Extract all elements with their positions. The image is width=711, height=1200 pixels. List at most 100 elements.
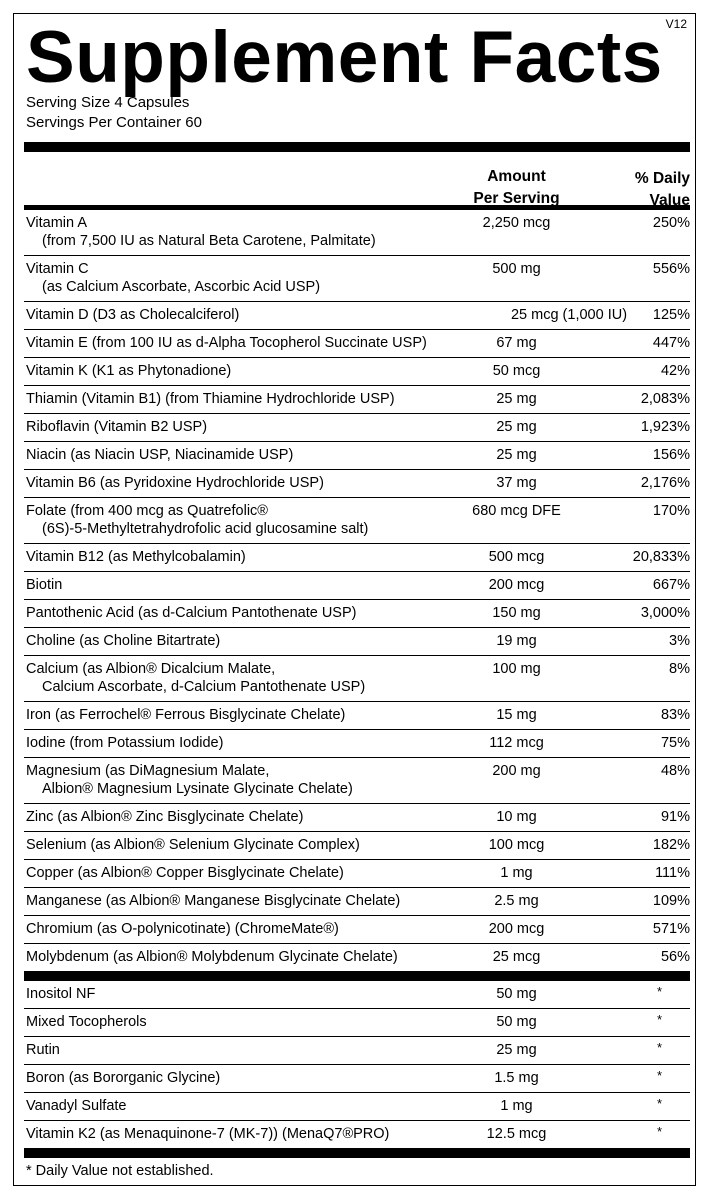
table-row: Vanadyl Sulfate 1 mg * <box>24 1093 690 1121</box>
daily-value: 83% <box>660 707 690 723</box>
header-daily-value: % Daily Value <box>610 168 690 212</box>
daily-value: * <box>656 1040 662 1055</box>
divider-bar <box>24 205 690 210</box>
table-row: Iodine (from Potassium Iodide) 112 mcg 75% <box>24 730 690 758</box>
amount-per-serving: 100 mg <box>492 661 541 677</box>
amount-per-serving: 12.5 mcg <box>486 1126 547 1142</box>
divider-bar <box>24 1148 690 1158</box>
amount-per-serving: 1 mg <box>500 865 533 881</box>
amount-per-serving: 50 mcg <box>492 363 541 379</box>
nutrient-list: Vitamin A (from 7,500 IU as Natural Beta … <box>24 210 690 971</box>
amount-per-serving: 25 mg <box>496 419 537 435</box>
header-amount-line: Amount <box>487 168 546 185</box>
table-row: Thiamin (Vitamin B1) (from Thiamine Hydr… <box>24 386 690 414</box>
daily-value: 56% <box>660 949 690 965</box>
table-row: Vitamin A (from 7,500 IU as Natural Beta … <box>24 210 690 256</box>
table-row: Niacin (as Niacin USP, Niacinamide USP) 2… <box>24 442 690 470</box>
table-row: Vitamin K2 (as Menaquinone-7 (MK-7)) (Me… <box>24 1121 690 1148</box>
daily-value: 8% <box>669 661 690 677</box>
ingredient-name: Niacin (as Niacin USP, Niacinamide USP) <box>26 447 294 463</box>
amount-per-serving: 50 mg <box>496 1014 537 1030</box>
daily-value: 182% <box>652 837 690 853</box>
ingredient-name: Manganese (as Albion® Manganese Bisglyci… <box>26 893 401 909</box>
panel-title: Supplement Facts <box>26 17 663 98</box>
ingredient-name: Iodine (from Potassium Iodide) <box>26 735 224 751</box>
amount-per-serving: 10 mg <box>496 809 537 825</box>
ingredient-source: Albion® Magnesium Lysinate Glycinate Che… <box>42 781 353 797</box>
table-row: Pantothenic Acid (as d-Calcium Pantothen… <box>24 600 690 628</box>
amount-per-serving: 100 mcg <box>488 837 545 853</box>
ingredient-name: Vitamin E (from 100 IU as d-Alpha Tocoph… <box>26 335 427 351</box>
supplement-facts-panel: V12 Supplement Facts Serving Size 4 Caps… <box>13 13 696 1186</box>
table-row: Copper (as Albion® Copper Bisglycinate C… <box>24 860 690 888</box>
table-row: Vitamin B12 (as Methylcobalamin) 500 mcg 2… <box>24 544 690 572</box>
ingredient-name: Calcium (as Albion® Dicalcium Malate, <box>26 661 276 677</box>
table-row: Magnesium (as DiMagnesium Malate, Albion®… <box>24 758 690 804</box>
daily-value: 111% <box>655 865 690 881</box>
daily-value: * <box>656 1012 662 1027</box>
ingredient-name: Vitamin B12 (as Methylcobalamin) <box>26 549 246 565</box>
table-row: Selenium (as Albion® Selenium Glycinate … <box>24 832 690 860</box>
serving-info: Serving Size 4 Capsules Servings Per Con… <box>26 93 202 133</box>
amount-per-serving: 2.5 mg <box>494 893 539 909</box>
table-row: Vitamin B6 (as Pyridoxine Hydrochloride … <box>24 470 690 498</box>
ingredient-source: (as Calcium Ascorbate, Ascorbic Acid USP… <box>42 279 321 295</box>
ingredient-name: Choline (as Choline Bitartrate) <box>26 633 221 649</box>
amount-per-serving: 500 mcg <box>488 549 545 565</box>
table-row: Calcium (as Albion® Dicalcium Malate, Cal… <box>24 656 690 702</box>
divider-bar <box>24 971 690 981</box>
other-ingredient-list: Inositol NF 50 mg * Mixed Tocopherols 50 mg *… <box>24 981 690 1148</box>
ingredient-name: Mixed Tocopherols <box>26 1014 147 1030</box>
table-row: Vitamin E (from 100 IU as d-Alpha Tocoph… <box>24 330 690 358</box>
servings-per-container: Servings Per Container 60 <box>26 114 202 131</box>
amount-per-serving: 15 mg <box>496 707 537 723</box>
ingredient-name: Vitamin B6 (as Pyridoxine Hydrochloride … <box>26 475 324 491</box>
facts-table: Amount Per Serving % Daily Value Vitamin… <box>24 142 690 1179</box>
daily-value: 2,176% <box>640 475 690 491</box>
table-row: Iron (as Ferrochel® Ferrous Bisglycinate… <box>24 702 690 730</box>
daily-value: 3,000% <box>640 605 690 621</box>
ingredient-name: Boron (as Bororganic Glycine) <box>26 1070 221 1086</box>
daily-value: 250% <box>652 215 690 231</box>
ingredient-name: Molybdenum (as Albion® Molybdenum Glycin… <box>26 949 398 965</box>
ingredient-name: Selenium (as Albion® Selenium Glycinate … <box>26 837 360 853</box>
table-row: Biotin 200 mcg 667% <box>24 572 690 600</box>
table-row: Molybdenum (as Albion® Molybdenum Glycin… <box>24 944 690 971</box>
amount-per-serving: 37 mg <box>496 475 537 491</box>
table-row: Mixed Tocopherols 50 mg * <box>24 1009 690 1037</box>
daily-value: 571% <box>652 921 690 937</box>
header-amount: Amount Per Serving <box>454 166 579 210</box>
amount-per-serving: 500 mg <box>492 261 541 277</box>
ingredient-source: (6S)-5-Methyltetrahydrofolic acid glucos… <box>42 521 369 537</box>
header-dv-line: Value <box>649 192 691 209</box>
daily-value: 109% <box>652 893 690 909</box>
table-row: Folate (from 400 mcg as Quatrefolic® (6S)… <box>24 498 690 544</box>
amount-per-serving: 200 mcg <box>488 921 545 937</box>
amount-per-serving: 19 mg <box>496 633 537 649</box>
daily-value: * <box>656 1096 662 1111</box>
table-row: Zinc (as Albion® Zinc Bisglycinate Chela… <box>24 804 690 832</box>
ingredient-source: (from 7,500 IU as Natural Beta Carotene,… <box>42 233 376 249</box>
daily-value: 170% <box>652 503 690 519</box>
daily-value: 2,083% <box>640 391 690 407</box>
daily-value: 667% <box>652 577 690 593</box>
footnote: * Daily Value not established. <box>26 1163 214 1179</box>
ingredient-name: Zinc (as Albion® Zinc Bisglycinate Chela… <box>26 809 304 825</box>
daily-value: 3% <box>669 633 690 649</box>
header-dv-line: % Daily <box>634 170 690 187</box>
amount-per-serving: 50 mg <box>496 986 537 1002</box>
amount-per-serving: 25 mg <box>496 1042 537 1058</box>
ingredient-name: Pantothenic Acid (as d-Calcium Pantothen… <box>26 605 357 621</box>
daily-value: 1,923% <box>640 419 690 435</box>
ingredient-name: Vitamin D (D3 as Cholecalciferol) <box>26 307 240 323</box>
daily-value: 20,833% <box>632 549 690 565</box>
table-row: Vitamin D (D3 as Cholecalciferol) 25 mcg … <box>24 302 690 330</box>
ingredient-name: Iron (as Ferrochel® Ferrous Bisglycinate… <box>26 707 346 723</box>
table-row: Vitamin K (K1 as Phytonadione) 50 mcg 42% <box>24 358 690 386</box>
table-row: Manganese (as Albion® Manganese Bisglyci… <box>24 888 690 916</box>
amount-per-serving: 112 mcg <box>489 735 544 751</box>
amount-per-serving: 25 mg <box>496 447 537 463</box>
daily-value: * <box>656 984 662 999</box>
ingredient-name: Thiamin (Vitamin B1) (from Thiamine Hydr… <box>26 391 395 407</box>
ingredient-name: Rutin <box>26 1042 60 1058</box>
